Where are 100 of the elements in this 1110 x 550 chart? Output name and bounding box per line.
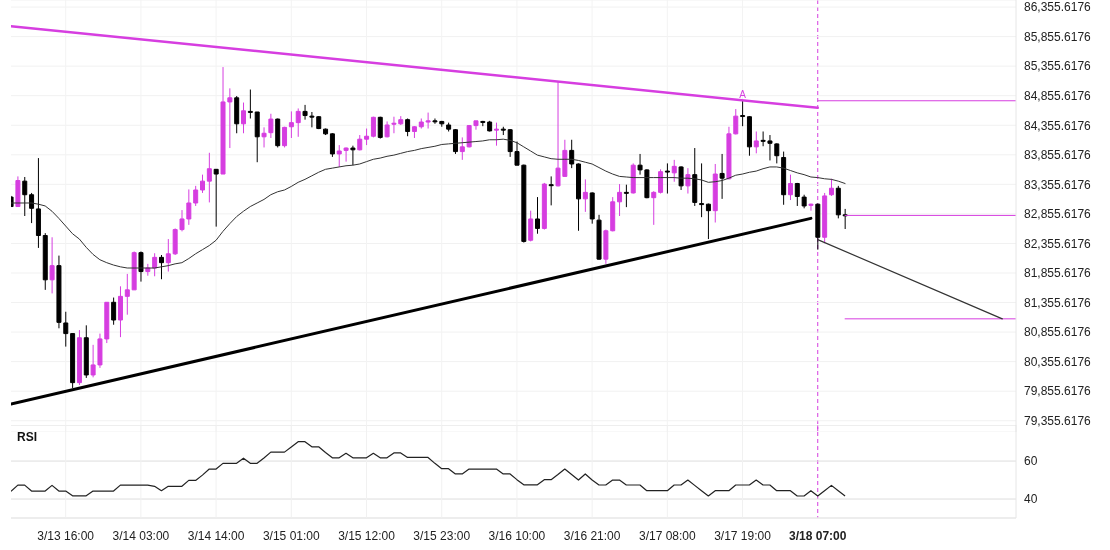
x-tick-label: 3/15 01:00: [262, 529, 320, 543]
candlestick: [528, 210, 534, 242]
y-tick-label: 85,855.6176: [1024, 29, 1092, 44]
x-tick-label: 3/18 07:00: [789, 529, 847, 543]
y-tick-label: 83,855.6176: [1024, 148, 1092, 163]
candlestick: [138, 250, 144, 283]
text: RSI: [17, 430, 38, 444]
candlestick: [295, 107, 301, 138]
candlestick: [288, 110, 294, 139]
candlestick: [446, 122, 452, 132]
y-tick-label: 83,355.6176: [1024, 177, 1092, 192]
candlestick: [411, 125, 417, 139]
annotation: A: [739, 88, 747, 100]
candlestick: [678, 165, 684, 191]
candlestick: [377, 116, 383, 140]
y-tick-label: 80,855.6176: [1024, 325, 1092, 340]
y-tick-label: 40: [1024, 492, 1038, 507]
candlestick: [206, 152, 212, 203]
candlestick: [213, 168, 219, 228]
line-series: [11, 441, 846, 497]
candlestick: [493, 122, 499, 147]
candlestick: [76, 329, 82, 386]
candlestick: [808, 203, 814, 212]
candlestick: [535, 196, 541, 235]
candlestick: [746, 115, 752, 157]
candlestick: [671, 159, 677, 183]
candlestick: [658, 168, 664, 195]
y-tick-label: 79,855.6176: [1024, 384, 1092, 399]
candlestick: [234, 95, 240, 134]
x-tick-label: 3/14 03:00: [112, 529, 170, 543]
x-tick-label: 3/16 10:00: [488, 529, 546, 543]
candlestick: [828, 178, 834, 197]
candlestick: [83, 324, 89, 379]
candlestick: [740, 100, 746, 127]
candlestick: [247, 89, 253, 119]
y-tick-label: 85,355.6176: [1024, 59, 1092, 74]
x-tick-label: 3/13 16:00: [37, 529, 95, 543]
candlestick: [268, 113, 274, 139]
x-tick-label: 3/15 12:00: [338, 529, 396, 543]
candlestick: [623, 184, 629, 208]
candlestick: [200, 174, 206, 194]
candlestick: [370, 116, 376, 138]
candlestick: [261, 126, 267, 148]
candlestick: [815, 203, 821, 251]
candlestick: [685, 167, 691, 195]
y-tick-label: 79,355.6176: [1024, 414, 1092, 428]
x-tick-label: 3/17 08:00: [638, 529, 697, 543]
candlestick: [480, 120, 486, 127]
candlestick: [241, 102, 247, 134]
candlestick: [500, 126, 506, 136]
candlestick: [42, 232, 48, 291]
candlestick: [582, 178, 588, 213]
x-tick-label: 3/16 21:00: [563, 529, 621, 543]
candlestick: [617, 183, 623, 217]
candlestick: [22, 176, 28, 217]
candlestick: [117, 285, 123, 338]
candlestick: [15, 175, 21, 208]
x-tick-label: 3/15 23:00: [413, 529, 471, 543]
y-tick-label: 82,855.6176: [1024, 207, 1092, 222]
candlestick: [323, 128, 329, 136]
candlestick: [275, 117, 281, 148]
candlestick: [712, 163, 718, 223]
candlestick: [487, 120, 493, 132]
candlestick: [651, 190, 657, 226]
x-tick-label: 3/14 14:00: [187, 529, 245, 543]
y-tick-label: 84,355.6176: [1024, 118, 1092, 133]
candlestick: [753, 130, 759, 154]
candlestick: [781, 151, 787, 206]
candlestick: [822, 192, 828, 244]
candlestick: [541, 182, 547, 231]
candlestick: [405, 117, 411, 137]
candlestick: [111, 297, 117, 326]
candlestick: [664, 162, 670, 195]
candlestick: [158, 254, 164, 280]
candlestick: [193, 185, 199, 207]
y-tick-label: 86,355.6176: [1024, 0, 1092, 15]
candlestick: [576, 162, 582, 232]
candlestick: [835, 185, 841, 219]
candlestick: [630, 162, 636, 195]
x-tick-label: 3/17 19:00: [714, 529, 772, 543]
y-tick-label: 82,355.6176: [1024, 236, 1092, 251]
candlestick: [35, 157, 41, 249]
line-series: [11, 138, 846, 269]
candlestick: [364, 128, 370, 146]
y-tick-label: 80,355.6176: [1024, 354, 1092, 369]
candlestick: [350, 145, 356, 166]
candlestick: [329, 132, 335, 158]
candlestick: [254, 111, 260, 163]
candlestick: [282, 126, 288, 148]
candlestick: [165, 238, 171, 273]
candlestick: [152, 252, 158, 277]
candlestick: [569, 139, 575, 169]
candlestick: [787, 174, 793, 201]
candlestick: [70, 333, 76, 389]
y-tick-label: 84,855.6176: [1024, 88, 1092, 103]
candlestick: [357, 134, 363, 151]
candlestick: [548, 175, 554, 206]
candlestick: [699, 162, 705, 218]
candlestick: [49, 236, 55, 294]
candlestick: [692, 147, 698, 207]
